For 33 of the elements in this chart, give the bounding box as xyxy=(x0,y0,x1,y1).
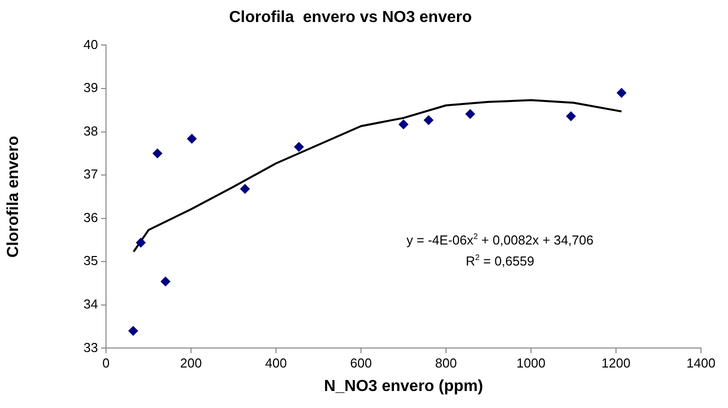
x-tick-label: 200 xyxy=(180,356,202,371)
x-tick-label: 1200 xyxy=(602,356,630,371)
point xyxy=(566,111,576,122)
point xyxy=(465,109,476,120)
x-tick-label: 400 xyxy=(265,356,287,371)
y-axis-title: Clorofila envero xyxy=(5,136,22,258)
y-tick-label: 33 xyxy=(84,340,98,355)
x-axis-title: N_NO3 envero (ppm) xyxy=(324,378,484,395)
x-tick-label: 800 xyxy=(435,356,457,371)
x-tick-label: 1000 xyxy=(516,356,546,371)
y-tick-label: 35 xyxy=(84,253,98,268)
y-tick-label: 38 xyxy=(84,123,98,138)
point xyxy=(616,88,627,98)
point xyxy=(398,119,408,130)
y-tick-label: 40 xyxy=(84,36,98,52)
x-tick-label: 1400 xyxy=(686,356,716,371)
annotation: R$^{2}$ = 0,6559 xyxy=(464,252,536,271)
y-tick-label: 37 xyxy=(84,166,98,182)
point xyxy=(160,276,170,287)
annotation: y = -4E-06x$^{2}$ + 0,0082x + 34,706 xyxy=(406,231,594,250)
chart-title: Clorofila envero vs NO3 envero xyxy=(229,9,472,26)
y-tick-label: 36 xyxy=(84,210,98,225)
point xyxy=(240,184,250,194)
y-tick-label: 34 xyxy=(84,296,98,312)
point xyxy=(424,115,434,126)
y-tick-label: 39 xyxy=(84,80,98,96)
point xyxy=(294,142,304,152)
point xyxy=(186,134,197,144)
x-tick-label: 600 xyxy=(350,356,372,371)
x-tick-label: 0 xyxy=(102,356,110,371)
point xyxy=(136,238,146,248)
point xyxy=(152,148,162,158)
point xyxy=(128,326,138,336)
